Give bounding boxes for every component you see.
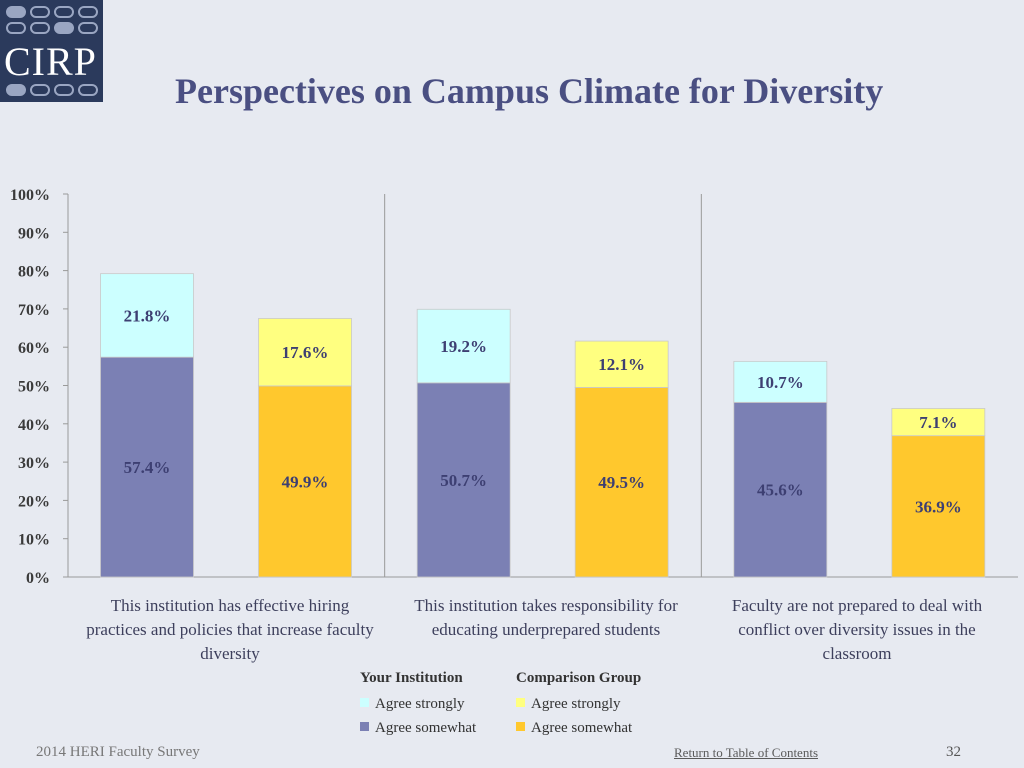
legend-swatch-icon — [516, 722, 525, 731]
legend-your-institution-heading: Your Institution — [360, 670, 463, 686]
bar-agree-somewhat — [100, 356, 194, 578]
legend-item-inst-strongly: Agree strongly — [360, 694, 465, 714]
logo-pill-icon — [30, 84, 50, 96]
return-to-toc-link[interactable]: Return to Table of Contents — [674, 745, 818, 760]
y-tick-label: 30% — [18, 455, 50, 472]
y-tick-label: 40% — [18, 417, 50, 434]
category-label-2: This institution takes responsibility fo… — [414, 596, 678, 639]
bar-agree-strongly — [258, 318, 352, 387]
logo-pill-icon — [78, 6, 98, 18]
logo-pill-icon — [54, 22, 74, 34]
legend-swatch-icon — [516, 698, 525, 707]
y-tick-label: 80% — [18, 264, 50, 281]
data-label-agree-strongly: 21.8% — [124, 306, 171, 325]
cirp-logo: CIRP — [0, 0, 103, 102]
data-label-agree-strongly: 17.6% — [282, 343, 329, 362]
legend-item-comp-strongly: Agree strongly — [516, 694, 621, 714]
y-tick-label: 10% — [18, 532, 50, 549]
data-label-agree-somewhat: 49.9% — [282, 472, 329, 491]
y-tick-label: 100% — [10, 187, 50, 204]
legend-swatch-icon — [360, 722, 369, 731]
stacked-bar-chart: 0% 10% 20% 30% 40% 50% 60% 70% 80% 90% 100% 57.4% 21… — [10, 187, 1018, 587]
data-label-agree-strongly: 10.7% — [757, 373, 804, 392]
logo-pill-icon — [6, 22, 26, 34]
data-label-agree-strongly: 7.1% — [919, 413, 957, 432]
logo-pill-icon — [6, 6, 26, 18]
bar-agree-somewhat — [891, 435, 986, 578]
logo-pill-icon — [30, 22, 50, 34]
legend-item-inst-somewhat: Agree somewhat — [360, 718, 476, 738]
bar-agree-strongly — [574, 340, 669, 388]
legend-label: Agree strongly — [531, 696, 621, 712]
y-tick-label: 20% — [18, 493, 50, 510]
category-label-1: This institution has effective hiring pr… — [86, 596, 374, 663]
logo-pill-icon — [30, 6, 50, 18]
legend-label: Agree strongly — [375, 696, 465, 712]
y-tick-label: 90% — [18, 225, 50, 242]
bar-agree-strongly — [100, 273, 194, 358]
y-tick-label: 0% — [26, 570, 50, 587]
logo-pill-icon — [78, 22, 98, 34]
bar-agree-somewhat — [733, 401, 828, 578]
data-label-agree-somewhat: 36.9% — [915, 497, 962, 516]
page-title: Perspectives on Campus Climate for Diver… — [175, 71, 884, 111]
logo-pill-icon — [54, 84, 74, 96]
bar-agree-strongly — [416, 308, 511, 384]
y-tick-label: 70% — [18, 302, 50, 319]
bar-agree-somewhat — [258, 385, 352, 578]
footer-survey-name: 2014 HERI Faculty Survey — [36, 744, 200, 760]
category-label-3: Faculty are not prepared to deal with co… — [731, 596, 983, 663]
y-tick-label: 60% — [18, 340, 50, 357]
y-tick-label: 50% — [18, 379, 50, 396]
legend-item-comp-somewhat: Agree somewhat — [516, 718, 632, 738]
bar-agree-strongly — [891, 408, 986, 437]
legend-label: Agree somewhat — [375, 720, 477, 736]
data-label-agree-strongly: 12.1% — [598, 355, 645, 374]
bar-agree-strongly — [733, 360, 828, 403]
legend-comparison-group-heading: Comparison Group — [516, 670, 642, 686]
logo-pill-icon — [54, 6, 74, 18]
data-label-agree-somewhat: 45.6% — [757, 481, 804, 500]
page-number: 32 — [946, 744, 961, 760]
data-label-agree-strongly: 19.2% — [440, 337, 487, 356]
data-label-agree-somewhat: 49.5% — [598, 473, 645, 492]
legend-label: Agree somewhat — [531, 720, 633, 736]
logo-text: CIRP — [4, 39, 97, 84]
legend-swatch-icon — [360, 698, 369, 707]
bar-agree-somewhat — [416, 382, 511, 578]
chart-legend: Your Institution Comparison Group Agree … — [360, 670, 680, 742]
logo-pill-icon — [6, 84, 26, 96]
logo-pill-icon — [78, 84, 98, 96]
data-label-agree-somewhat: 50.7% — [440, 471, 487, 490]
data-label-agree-somewhat: 57.4% — [124, 458, 171, 477]
